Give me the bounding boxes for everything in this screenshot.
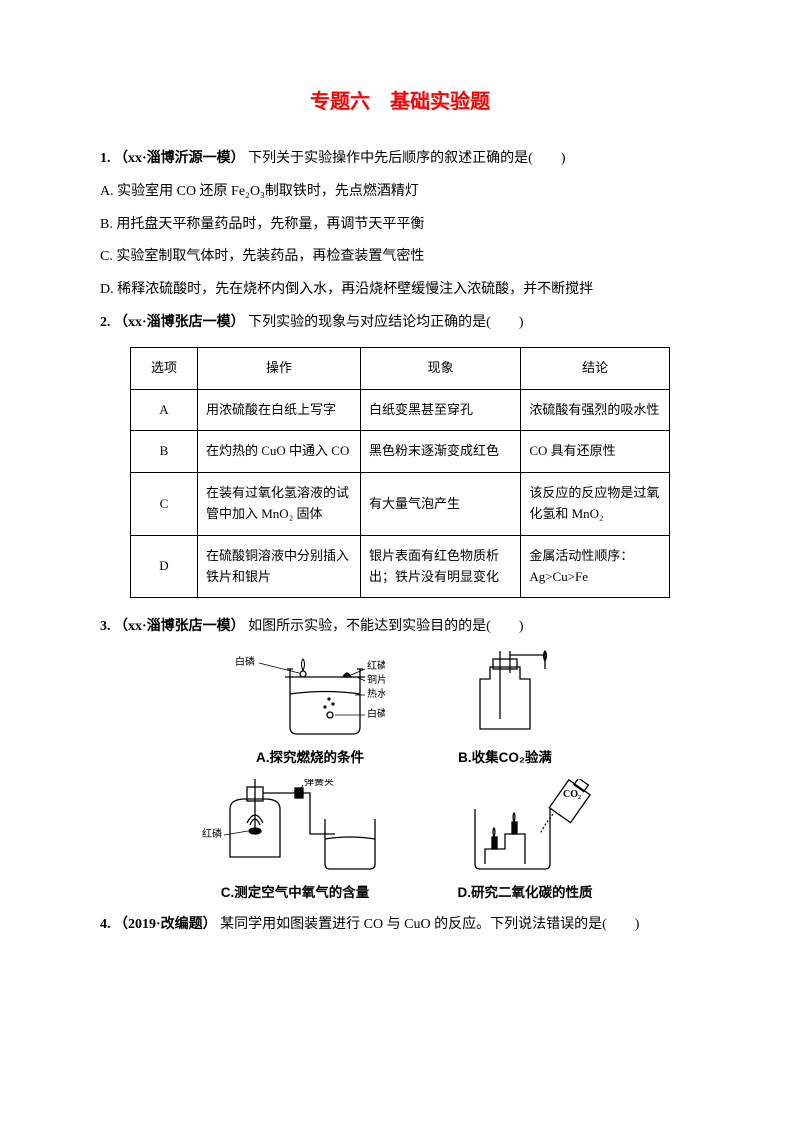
question-1: 1. （xx·淄博沂源一模） 下列关于实验操作中先后顺序的叙述正确的是( ) xyxy=(100,144,700,175)
cell-ph: 黑色粉末逐渐变成红色 xyxy=(361,431,521,473)
page-title: 专题六 基础实验题 xyxy=(100,80,700,124)
cell-op: 在硫酸铜溶液中分别插入铁片和银片 xyxy=(198,535,361,598)
cell-con: 浓硫酸有强烈的吸水性 xyxy=(521,389,670,431)
cell-ph: 白纸变黑甚至穿孔 xyxy=(361,389,521,431)
gas-bottle-icon xyxy=(445,649,565,739)
cell-ph: 银片表面有红色物质析出；铁片没有明显变化 xyxy=(361,535,521,598)
q3-fig-b: B.收集CO₂验满 xyxy=(445,649,565,773)
q3-fig-a-caption: A.探究燃烧的条件 xyxy=(235,743,385,773)
q3-fig-a: 白磷 红磷 铜片 热水 白磷 A.探究燃烧的条件 xyxy=(235,649,385,773)
cell-opt: C xyxy=(131,473,198,536)
cell-op: 在灼热的 CuO 中通入 CO xyxy=(198,431,361,473)
th-option: 选项 xyxy=(131,347,198,389)
th-conclusion: 结论 xyxy=(521,347,670,389)
svg-text:白磷: 白磷 xyxy=(235,655,255,668)
cell-con: CO 具有还原性 xyxy=(521,431,670,473)
table-row: D 在硫酸铜溶液中分别插入铁片和银片 银片表面有红色物质析出；铁片没有明显变化 … xyxy=(131,535,670,598)
q1-option-c: C. 实验室制取气体时，先装药品，再检查装置气密性 xyxy=(100,242,700,273)
svg-text:铜片: 铜片 xyxy=(367,673,385,686)
q3-fig-c: 红磷 弹簧夹 C.测定空气中氧气的含量 xyxy=(200,779,390,908)
table-row: A 用浓硫酸在白纸上写字 白纸变黑甚至穿孔 浓硫酸有强烈的吸水性 xyxy=(131,389,670,431)
table-row: C 在装有过氧化氢溶液的试管中加入 MnO₂ 固体 有大量气泡产生 该反应的反应… xyxy=(131,473,670,536)
svg-text:热水: 热水 xyxy=(367,687,385,700)
th-operation: 操作 xyxy=(198,347,361,389)
q1-option-a: A. 实验室用 CO 还原 Fe₂O₃制取铁时，先点燃酒精灯 xyxy=(100,177,700,208)
q2-stem: 下列实验的现象与对应结论均正确的是( ) xyxy=(248,315,523,330)
q4-stem: 某同学用如图装置进行 CO 与 CuO 的反应。下列说法错误的是( ) xyxy=(220,917,639,932)
q2-number: 2. xyxy=(100,315,111,330)
q3-fig-row-2: 红磷 弹簧夹 C.测定空气中氧气的含量 xyxy=(100,779,700,908)
q1-stem: 下列关于实验操作中先后顺序的叙述正确的是( ) xyxy=(248,151,565,166)
svg-text:弹簧夹: 弹簧夹 xyxy=(304,779,334,788)
q2-table: 选项 操作 现象 结论 A 用浓硫酸在白纸上写字 白纸变黑甚至穿孔 浓硫酸有强烈… xyxy=(130,347,670,599)
q1-option-d: D. 稀释浓硫酸时，先在烧杯内倒入水，再沿烧杯壁缓慢注入浓硫酸，并不断搅拌 xyxy=(100,275,700,306)
q3-source: （xx·淄博张店一模） xyxy=(114,619,245,634)
q2-source: （xx·淄博张店一模） xyxy=(114,315,245,330)
cell-ph: 有大量气泡产生 xyxy=(361,473,521,536)
q3-fig-row-1: 白磷 红磷 铜片 热水 白磷 A.探究燃烧的条件 xyxy=(100,649,700,773)
q3-fig-b-caption: B.收集CO₂验满 xyxy=(445,743,565,773)
page: 专题六 基础实验题 1. （xx·淄博沂源一模） 下列关于实验操作中先后顺序的叙… xyxy=(0,0,800,1132)
question-4: 4. （2019·改编题） 某同学用如图装置进行 CO 与 CuO 的反应。下列… xyxy=(100,910,700,941)
th-phenomenon: 现象 xyxy=(361,347,521,389)
q4-source: （2019·改编题） xyxy=(114,917,217,932)
cell-con: 该反应的反应物是过氧化氢和 MnO₂ xyxy=(521,473,670,536)
question-2: 2. （xx·淄博张店一模） 下列实验的现象与对应结论均正确的是( ) xyxy=(100,308,700,339)
svg-text:CO₂: CO₂ xyxy=(563,789,581,800)
table-header-row: 选项 操作 现象 结论 xyxy=(131,347,670,389)
oxygen-measure-icon: 红磷 弹簧夹 xyxy=(200,779,390,874)
q3-stem: 如图所示实验，不能达到实验目的的是( ) xyxy=(248,619,523,634)
cell-op: 在装有过氧化氢溶液的试管中加入 MnO₂ 固体 xyxy=(198,473,361,536)
question-3: 3. （xx·淄博张店一模） 如图所示实验，不能达到实验目的的是( ) xyxy=(100,612,700,643)
q4-number: 4. xyxy=(100,917,111,932)
cell-opt: B xyxy=(131,431,198,473)
q1-option-b: B. 用托盘天平称量药品时，先称量，再调节天平平衡 xyxy=(100,210,700,241)
co2-pour-icon: CO₂ xyxy=(450,779,600,874)
q3-fig-d: CO₂ D.研究二氧化碳的性质 xyxy=(450,779,600,908)
cell-opt: D xyxy=(131,535,198,598)
cell-op: 用浓硫酸在白纸上写字 xyxy=(198,389,361,431)
beaker-combustion-icon: 白磷 红磷 铜片 热水 白磷 xyxy=(235,649,385,739)
q3-fig-d-caption: D.研究二氧化碳的性质 xyxy=(450,878,600,908)
q3-number: 3. xyxy=(100,619,111,634)
cell-opt: A xyxy=(131,389,198,431)
table-row: B 在灼热的 CuO 中通入 CO 黑色粉末逐渐变成红色 CO 具有还原性 xyxy=(131,431,670,473)
q1-source: （xx·淄博沂源一模） xyxy=(114,151,245,166)
q1-number: 1. xyxy=(100,151,111,166)
svg-text:红磷: 红磷 xyxy=(367,659,385,672)
cell-con: 金属活动性顺序：Ag>Cu>Fe xyxy=(521,535,670,598)
svg-text:红磷: 红磷 xyxy=(202,827,222,840)
q3-fig-c-caption: C.测定空气中氧气的含量 xyxy=(200,878,390,908)
svg-text:白磷: 白磷 xyxy=(367,707,385,720)
